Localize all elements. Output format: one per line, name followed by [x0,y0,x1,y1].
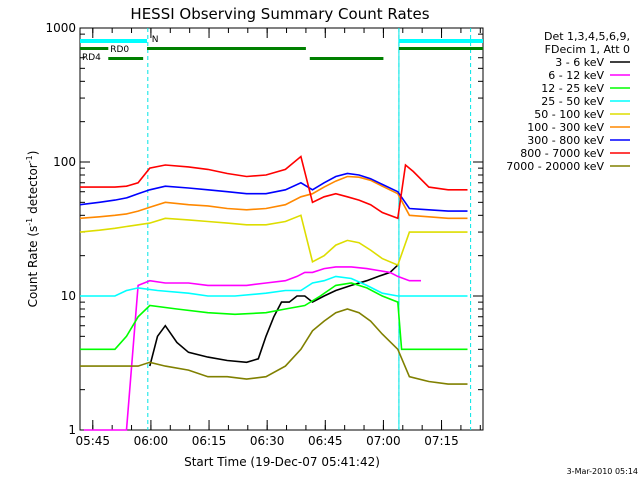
night-flag-bar [80,39,148,43]
y-tick-label: 10 [61,289,76,303]
legend-label: 7000 - 20000 keV [506,160,604,173]
legend-label: 800 - 7000 keV [520,147,604,160]
series-layer [79,155,468,431]
legend-label: 100 - 300 keV [527,121,604,134]
x-axis-label: Start Time (19-Dec-07 05:41:42) [184,455,380,469]
x-tick-label: 06:15 [192,434,227,448]
legend-label: 25 - 50 keV [541,95,604,108]
y-tick-labels: 1 10 100 1000 [45,21,76,437]
rd4-flag-label: RD4 [82,53,101,63]
legend-label: 6 - 12 keV [548,69,604,82]
legend-header: FDecim 1, Att 0 [545,43,630,56]
x-tick-label: 06:00 [134,434,169,448]
series-line [80,308,468,385]
status-flags: N RD0 RD4 [80,28,483,430]
night-flag-bar [398,39,483,43]
series-line [79,175,468,220]
x-tick-label: 06:30 [250,434,285,448]
series-line [80,155,468,220]
series-line [79,172,468,212]
series-line [80,282,468,351]
y-axis-label: Count Rate (s-1 detector-1) [25,151,40,308]
footer-date: 3-Mar-2010 05:14 [567,467,638,476]
series-line [83,266,421,431]
plot-area [79,27,484,431]
y-tick-label: 100 [53,155,76,169]
rd0-flag-label: RD0 [110,45,129,55]
rd0-flag-bar [398,47,483,50]
x-tick-labels: 05:45 06:00 06:15 06:30 06:45 07:00 07:15 [75,434,458,448]
legend: Det 1,3,4,5,6,9,FDecim 1, Att 03 - 6 keV… [506,30,630,173]
x-tick-label: 07:00 [366,434,401,448]
series-line [149,264,399,367]
series-line [79,214,468,267]
night-flag-label: N [152,35,159,45]
y-tick-label: 1000 [45,21,76,35]
rd0-flag-bar [80,47,109,50]
rd0-flag-bar [309,57,384,60]
x-tick-label: 07:15 [424,434,459,448]
x-tick-label: 05:45 [75,434,110,448]
x-tick-label: 06:45 [308,434,343,448]
y-tick-label: 1 [68,423,76,437]
legend-label: 12 - 25 keV [541,82,604,95]
legend-header: Det 1,3,4,5,6,9, [544,30,630,43]
series-line [80,275,468,297]
legend-label: 50 - 100 keV [534,108,604,121]
rd4-flag-bar [108,57,144,60]
legend-label: 3 - 6 keV [555,56,604,69]
axis-ticks [80,27,483,431]
chart-title: HESSI Observing Summary Count Rates [130,5,429,23]
legend-label: 300 - 800 keV [527,134,604,147]
rd0-flag-bar [147,47,306,50]
